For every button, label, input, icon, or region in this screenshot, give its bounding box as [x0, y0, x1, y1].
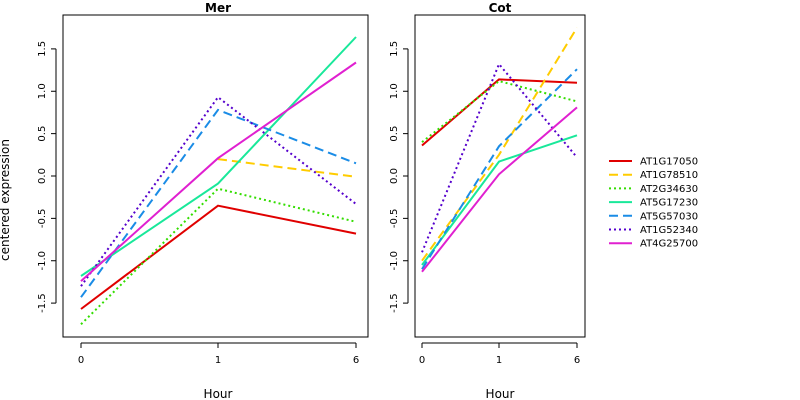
panel-cot: Cot -1.5 -1.0 -0.5 0.0 0.5 1.0 1.5 0 1 6 Hour — [389, 1, 586, 400]
y-axis-cot: -1.5 -1.0 -0.5 0.0 0.5 1.0 1.5 — [389, 41, 409, 313]
series-line-at5g57030 — [80, 108, 357, 298]
series-line-at4g25700 — [421, 106, 578, 273]
y-tick-label: 0.0 — [389, 168, 400, 184]
y-axis-mer: -1.5 -1.0 -0.5 0.0 0.5 1.0 1.5 — [37, 41, 57, 313]
y-tick-label: 1.0 — [37, 83, 48, 99]
y-axis-label: centered expression — [0, 139, 12, 261]
y-tick-label: 0.5 — [389, 126, 400, 142]
series-line-at5g17230 — [80, 36, 357, 277]
series-line-at1g78510 — [421, 27, 578, 262]
y-tick-label: 0.5 — [37, 126, 48, 142]
x-tick-label: 0 — [419, 355, 425, 366]
y-tick-label: -0.5 — [37, 209, 48, 229]
plot-frame-mer — [62, 14, 369, 338]
legend-label: AT1G52340 — [640, 225, 698, 236]
legend-label: AT2G34630 — [640, 184, 698, 195]
x-tick-label: 6 — [574, 355, 580, 366]
series-line-at1g17050 — [80, 204, 357, 310]
x-tick-label: 6 — [353, 355, 359, 366]
panel-mer: Mer -1.5 -1.0 -0.5 0.0 0.5 1.0 1.5 0 1 6 Hour — [37, 1, 369, 400]
panel-title-cot: Cot — [489, 1, 512, 15]
legend-label: AT5G17230 — [640, 198, 698, 209]
y-tick-label: -1.5 — [37, 293, 48, 313]
series-line-at4g25700 — [80, 61, 357, 282]
legend-label: AT1G17050 — [640, 157, 698, 168]
series-line-at1g78510 — [217, 158, 357, 178]
y-tick-label: 1.5 — [389, 41, 400, 57]
series-line-at1g17050 — [421, 78, 578, 147]
y-tick-label: 0.0 — [37, 168, 48, 184]
x-tick-label: 0 — [78, 355, 84, 366]
y-tick-label: -1.0 — [37, 251, 48, 271]
lines-mer — [80, 36, 357, 326]
x-axis-mer: 0 1 6 — [78, 342, 359, 366]
x-tick-label: 1 — [496, 355, 502, 366]
x-axis-cot: 0 1 6 — [419, 342, 580, 366]
legend: AT1G17050 AT1G78510 AT2G34630 AT5G17230 AT5G… — [609, 157, 698, 250]
legend-label: AT5G57030 — [640, 211, 698, 222]
x-axis-label-cot: Hour — [486, 387, 515, 400]
x-axis-label-mer: Hour — [204, 387, 233, 400]
lines-cot — [421, 27, 578, 273]
y-tick-label: 1.0 — [389, 83, 400, 99]
legend-label: AT1G78510 — [640, 170, 698, 181]
x-tick-label: 1 — [215, 355, 221, 366]
series-line-at5g17230 — [421, 134, 578, 266]
series-line-at5g57030 — [421, 68, 578, 270]
legend-label: AT4G25700 — [640, 239, 698, 250]
y-tick-label: -1.5 — [389, 293, 400, 313]
panel-title-mer: Mer — [205, 1, 231, 15]
y-tick-label: -1.0 — [389, 251, 400, 271]
y-tick-label: -0.5 — [389, 209, 400, 229]
plot-frame-cot — [414, 14, 586, 338]
y-tick-label: 1.5 — [37, 41, 48, 57]
